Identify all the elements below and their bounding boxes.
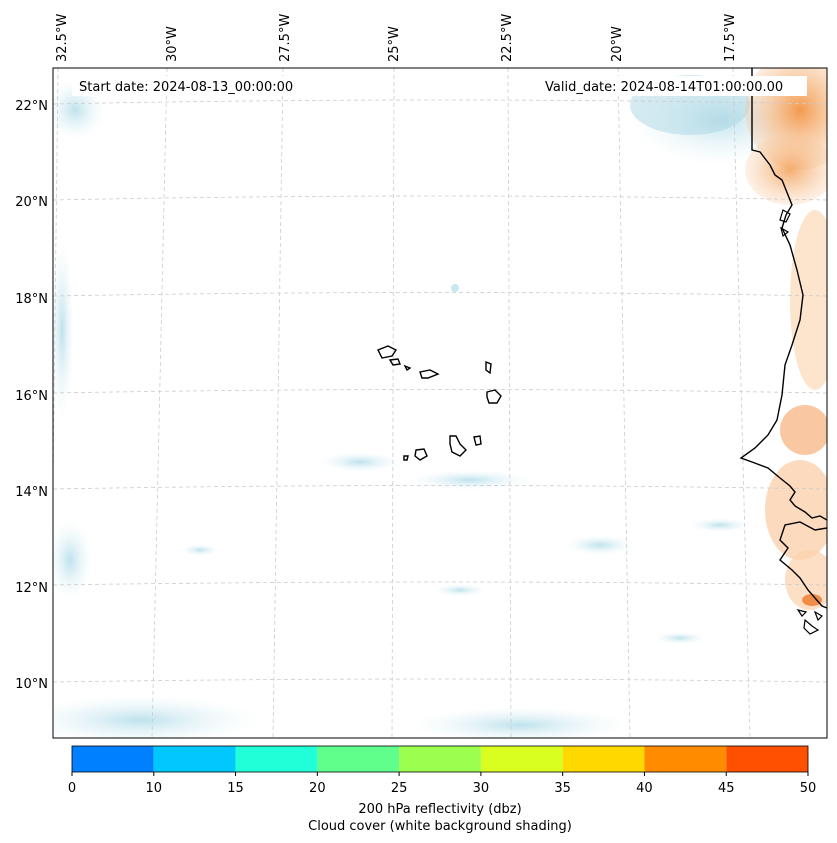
colorbar-segment	[317, 746, 400, 772]
lon-label-27-5w: 27.5°W	[278, 14, 293, 62]
lat-label-20n: 20°N	[15, 195, 48, 210]
colorbar-border	[71, 745, 809, 773]
cape-verde-islands	[377, 345, 502, 461]
reflectivity-shading	[745, 68, 827, 610]
map-background	[53, 68, 827, 738]
colorbar-tick-label: 40	[636, 781, 653, 796]
colorbar-tick-label: 10	[146, 781, 163, 796]
colorbar: 0 10 15 20 25 30 35 40 45 50	[68, 745, 817, 796]
coastal-islands	[796, 609, 823, 635]
guinea-bissau-coastline	[779, 521, 827, 609]
start-date-box	[72, 76, 316, 96]
lon-label-32-5w: 32.5°W	[55, 14, 70, 62]
start-date-text: Start date: 2024-08-13_00:00:00	[79, 80, 293, 95]
colorbar-segment	[153, 746, 236, 772]
colorbar-tick-label: 0	[68, 781, 76, 796]
longitude-labels: 32.5°W 30°W 27.5°W 25°W 22.5°W 20°W 17.5…	[55, 14, 738, 62]
lat-label-10n: 10°N	[15, 677, 48, 692]
latitude-labels: 22°N 20°N 18°N 16°N 14°N 12°N 10°N	[15, 99, 48, 692]
colorbar-sublabel: Cloud cover (white background shading)	[308, 819, 572, 834]
colorbar-segment	[644, 746, 727, 772]
colorbar-segment	[399, 746, 481, 772]
map-content	[53, 68, 827, 738]
colorbar-label: 200 hPa reflectivity (dbz)	[358, 802, 521, 817]
colorbar-tick-label: 50	[800, 781, 817, 796]
valid-date-text: Valid_date: 2024-08-14T01:00:00.00	[545, 80, 783, 95]
colorbar-segment	[480, 746, 563, 772]
lat-label-18n: 18°N	[15, 292, 48, 307]
colorbar-tick-label: 45	[718, 781, 735, 796]
colorbar-tick-label: 20	[309, 781, 326, 796]
colorbar-tick-label: 30	[473, 781, 490, 796]
colorbar-tick-label: 25	[391, 781, 408, 796]
lat-label-16n: 16°N	[15, 389, 48, 404]
lon-label-30w: 30°W	[165, 26, 180, 62]
coastal-islets-north	[779, 209, 791, 238]
gridlines	[53, 68, 827, 738]
lon-label-25w: 25°W	[387, 26, 402, 62]
lon-label-20w: 20°W	[610, 26, 625, 62]
lat-label-14n: 14°N	[15, 485, 48, 500]
valid-date-box	[539, 76, 807, 96]
colorbar-tick-label: 35	[554, 781, 571, 796]
lat-label-22n: 22°N	[15, 99, 48, 114]
colorbar-segment	[72, 746, 154, 772]
lon-label-17-5w: 17.5°W	[723, 14, 738, 62]
lon-label-22-5w: 22.5°W	[500, 14, 515, 62]
lat-label-12n: 12°N	[15, 581, 48, 596]
map-border	[52, 67, 828, 739]
colorbar-tick-label: 15	[227, 781, 244, 796]
colorbar-segment	[726, 746, 808, 772]
africa-coastline	[739, 68, 827, 521]
colorbar-segment	[235, 746, 318, 772]
colorbar-segment	[562, 746, 645, 772]
